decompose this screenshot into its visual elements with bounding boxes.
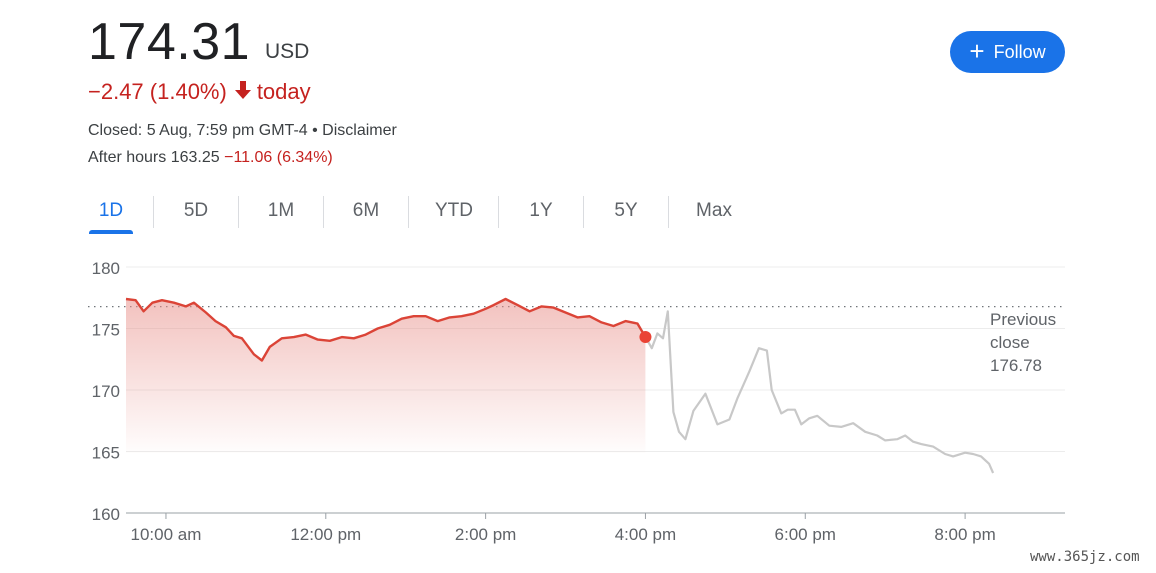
tab-divider bbox=[408, 196, 409, 228]
x-tick-label: 8:00 pm bbox=[934, 525, 995, 544]
close-point bbox=[639, 330, 652, 343]
regular-session-series-line bbox=[125, 297, 647, 362]
currency-label: USD bbox=[265, 40, 310, 63]
plus-icon: + bbox=[969, 36, 985, 66]
x-tick-label: 4:00 pm bbox=[615, 525, 676, 544]
previous-close-label: close bbox=[990, 333, 1030, 352]
x-tick-label: 2:00 pm bbox=[455, 525, 516, 544]
after-hours-series-line bbox=[644, 310, 995, 474]
follow-button[interactable]: + Follow bbox=[950, 31, 1065, 73]
tab-ytd[interactable]: YTD bbox=[435, 200, 473, 221]
tab-divider bbox=[323, 196, 324, 228]
tab-5y[interactable]: 5Y bbox=[614, 200, 638, 221]
after-hours-change: −11.06 (6.34%) bbox=[224, 149, 333, 166]
tab-divider bbox=[238, 196, 239, 228]
tab-1m[interactable]: 1M bbox=[267, 200, 295, 221]
tab-1y[interactable]: 1Y bbox=[529, 200, 553, 221]
y-tick-label: 175 bbox=[92, 321, 120, 340]
tab-divider bbox=[498, 196, 499, 228]
arrow-down-icon bbox=[234, 79, 251, 105]
closed-info: Closed: 5 Aug, 7:59 pm GMT-4 • Disclaime… bbox=[88, 122, 397, 139]
previous-close-label: 176.78 bbox=[990, 356, 1042, 375]
after-hours-info: After hours 163.25 −11.06 (6.34%) bbox=[88, 149, 333, 167]
y-tick-label: 180 bbox=[92, 259, 120, 278]
x-tick-label: 10:00 am bbox=[131, 525, 202, 544]
after-hours-label: After hours 163.25 bbox=[88, 149, 220, 166]
x-tick-label: 12:00 pm bbox=[290, 525, 361, 544]
tab-1d[interactable]: 1D bbox=[87, 190, 135, 234]
y-tick-label: 165 bbox=[92, 444, 120, 463]
range-tabs: 1D 5D 1M 6M YTD 1Y 5Y Max bbox=[85, 190, 765, 234]
y-tick-label: 160 bbox=[92, 505, 120, 524]
price-change: −2.47 (1.40%) today bbox=[88, 79, 311, 105]
stock-price: 174.31 bbox=[88, 13, 251, 71]
tab-5d[interactable]: 5D bbox=[183, 200, 209, 221]
change-value: −2.47 (1.40%) bbox=[88, 79, 227, 104]
follow-label: Follow bbox=[993, 41, 1046, 62]
tab-6m[interactable]: 6M bbox=[352, 200, 380, 221]
y-tick-label: 170 bbox=[92, 382, 120, 401]
regular-session-area bbox=[126, 299, 646, 453]
tab-divider bbox=[153, 196, 154, 228]
tab-divider bbox=[668, 196, 669, 228]
change-period: today bbox=[256, 79, 311, 104]
previous-close-label: Previous bbox=[990, 310, 1056, 329]
tab-divider bbox=[583, 196, 584, 228]
x-tick-label: 6:00 pm bbox=[775, 525, 836, 544]
tab-max[interactable]: Max bbox=[696, 200, 732, 221]
watermark: www.365jz.com bbox=[1030, 549, 1140, 565]
